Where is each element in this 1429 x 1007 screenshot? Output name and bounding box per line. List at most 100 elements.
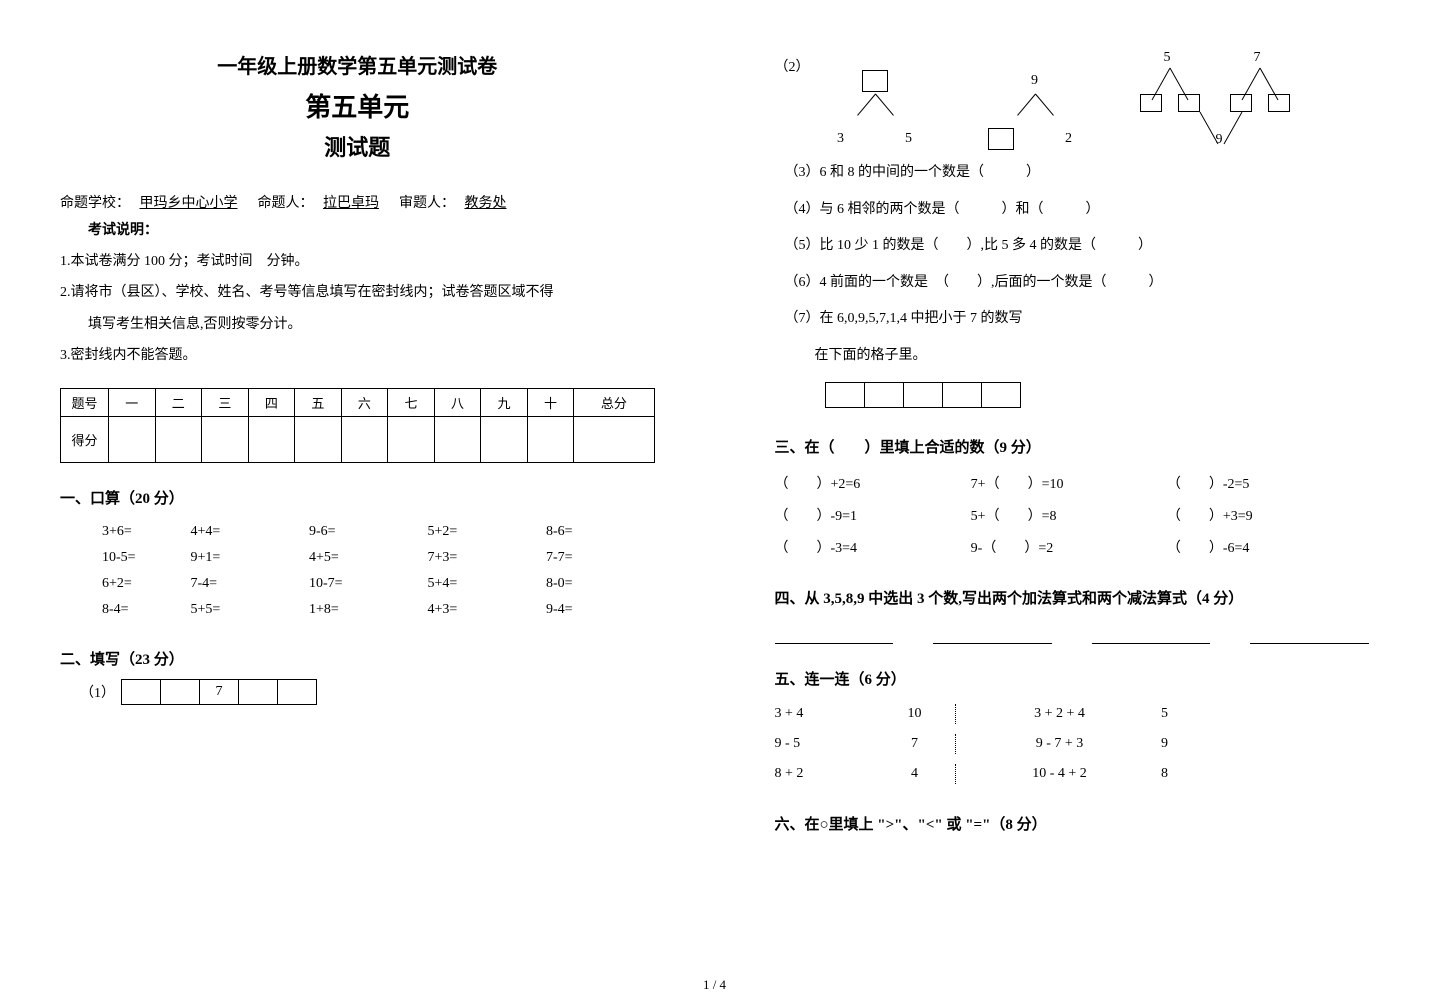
tree4-sum: 9 xyxy=(1216,132,1223,148)
blank-line xyxy=(1250,626,1369,644)
section-5-table: 3 + 4 10 3 + 2 + 4 5 9 - 5 7 9 - 7 + 3 9… xyxy=(775,699,1370,789)
note-2a: 2.请将市（县区）、学校、姓名、考号等信息填写在密封线内；试卷答题区域不得 xyxy=(60,280,655,305)
eq: 6+2= xyxy=(62,572,179,596)
score-col: 三 xyxy=(202,388,249,416)
tree-3-4: 5 7 9 xyxy=(1140,50,1330,150)
score-cell xyxy=(388,416,435,462)
match-rv: 9 xyxy=(1135,736,1195,752)
eq: 5+4= xyxy=(418,572,535,596)
q2-text-items: （3）6 和 8 的中间的一个数是（ ） （4）与 6 相邻的两个数是（ ）和（… xyxy=(775,160,1370,370)
tree-br: 2 xyxy=(1056,128,1082,150)
tree-top-box xyxy=(862,70,888,92)
tree-line xyxy=(875,94,894,116)
tree4-box xyxy=(1268,94,1290,112)
score-col: 七 xyxy=(388,388,435,416)
tree-line xyxy=(1017,94,1036,116)
fill-eq: （ ）-6=4 xyxy=(1167,531,1363,563)
fill-eq: （ ）-3=4 xyxy=(775,531,971,563)
score-row1-label: 题号 xyxy=(61,388,109,416)
match-r: 10 - 4 + 2 xyxy=(985,766,1135,782)
section-2-title: 二、填写（23 分） xyxy=(60,648,655,669)
q2-2-label: （2） xyxy=(775,56,810,76)
match-sep xyxy=(955,734,985,754)
grid-cell xyxy=(981,382,1021,408)
match-l: 9 - 5 xyxy=(775,736,875,752)
score-col: 九 xyxy=(481,388,528,416)
eq: 4+3= xyxy=(418,598,535,622)
match-lv: 10 xyxy=(875,706,955,722)
fill-eq: （ ）-2=5 xyxy=(1167,467,1363,499)
eq: 4+4= xyxy=(181,520,298,544)
tree4-box xyxy=(1140,94,1162,112)
tree-br: 5 xyxy=(896,128,922,150)
tree4-b: 7 xyxy=(1254,50,1261,66)
eq: 7+3= xyxy=(418,546,535,570)
strip-cell xyxy=(160,679,200,705)
section-4-title: 四、从 3,5,8,9 中选出 3 个数,写出两个加法算式和两个减法算式（4 分… xyxy=(775,587,1370,608)
tree-1: 3 5 xyxy=(820,70,930,150)
school-label: 命题学校： xyxy=(60,196,130,211)
score-col: 五 xyxy=(295,388,342,416)
strip-cell xyxy=(238,679,278,705)
blank-line xyxy=(1092,626,1211,644)
match-lv: 7 xyxy=(875,736,955,752)
doc-title-3: 测试题 xyxy=(60,130,655,162)
blank-line xyxy=(775,626,894,644)
q2-4: （4）与 6 相邻的两个数是（ ）和（ ） xyxy=(775,197,1370,224)
notes-label: 考试说明： xyxy=(60,218,655,243)
match-sep xyxy=(955,764,985,784)
section-3-grid: （ ）+2=6 7+（ ）=10 （ ）-2=5 （ ）-9=1 5+（ ）=8… xyxy=(775,467,1370,563)
eq: 7-7= xyxy=(536,546,653,570)
eq: 8-0= xyxy=(536,572,653,596)
score-row2-label: 得分 xyxy=(61,416,109,462)
q2-7a: （7）在 6,0,9,5,7,1,4 中把小于 7 的数写 xyxy=(775,306,1370,333)
fill-eq: （ ）-9=1 xyxy=(775,499,971,531)
match-r: 9 - 7 + 3 xyxy=(985,736,1135,752)
score-cell xyxy=(109,416,156,462)
doc-title-1: 一年级上册数学第五单元测试卷 xyxy=(60,50,655,79)
grid-cell xyxy=(942,382,982,408)
tree4-box xyxy=(1230,94,1252,112)
score-col: 总分 xyxy=(574,388,654,416)
strip-cell: 7 xyxy=(199,679,239,705)
note-2b: 填写考生相关信息,否则按零分计。 xyxy=(60,312,655,337)
score-col: 六 xyxy=(341,388,388,416)
q2-1-row: （1） 7 xyxy=(80,679,655,705)
tree-top: 9 xyxy=(1022,70,1048,92)
eq: 8-6= xyxy=(536,520,653,544)
eq: 1+8= xyxy=(299,598,416,622)
fill-eq: 9-（ ）=2 xyxy=(971,531,1167,563)
score-col: 二 xyxy=(155,388,202,416)
author-value: 拉巴卓玛 xyxy=(317,196,385,211)
score-cell xyxy=(155,416,202,462)
tree-bl-box xyxy=(988,128,1014,150)
match-rv: 8 xyxy=(1135,766,1195,782)
note-1: 1.本试卷满分 100 分；考试时间 分钟。 xyxy=(60,249,655,274)
match-sep xyxy=(955,704,985,724)
tree4-box xyxy=(1178,94,1200,112)
grid-cell xyxy=(903,382,943,408)
score-cell xyxy=(481,416,528,462)
q2-6: （6）4 前面的一个数是 （ ）,后面的一个数是（ ） xyxy=(775,270,1370,297)
meta-line: 命题学校： 甲玛乡中心小学 命题人： 拉巴卓玛 审题人： 教务处 xyxy=(60,192,655,212)
fill-eq: （ ）+3=9 xyxy=(1167,499,1363,531)
score-cell xyxy=(202,416,249,462)
tree-line xyxy=(1035,94,1054,116)
score-header-row: 题号 一 二 三 四 五 六 七 八 九 十 总分 xyxy=(61,388,655,416)
school-value: 甲玛乡中心小学 xyxy=(134,196,244,211)
section-4-lines xyxy=(775,626,1370,644)
score-table: 题号 一 二 三 四 五 六 七 八 九 十 总分 得分 xyxy=(60,388,655,463)
doc-title-2: 第五单元 xyxy=(60,87,655,124)
eq: 3+6= xyxy=(62,520,179,544)
score-cell xyxy=(574,416,654,462)
score-value-row: 得分 xyxy=(61,416,655,462)
score-cell xyxy=(341,416,388,462)
reviewer-value: 教务处 xyxy=(459,196,513,211)
grid-cell xyxy=(825,382,865,408)
match-rv: 5 xyxy=(1135,706,1195,722)
match-lv: 4 xyxy=(875,766,955,782)
tree-line xyxy=(857,94,876,116)
eq: 9-6= xyxy=(299,520,416,544)
section-3-title: 三、在（ ）里填上合适的数（9 分） xyxy=(775,436,1370,457)
tree-bl: 3 xyxy=(828,128,854,150)
